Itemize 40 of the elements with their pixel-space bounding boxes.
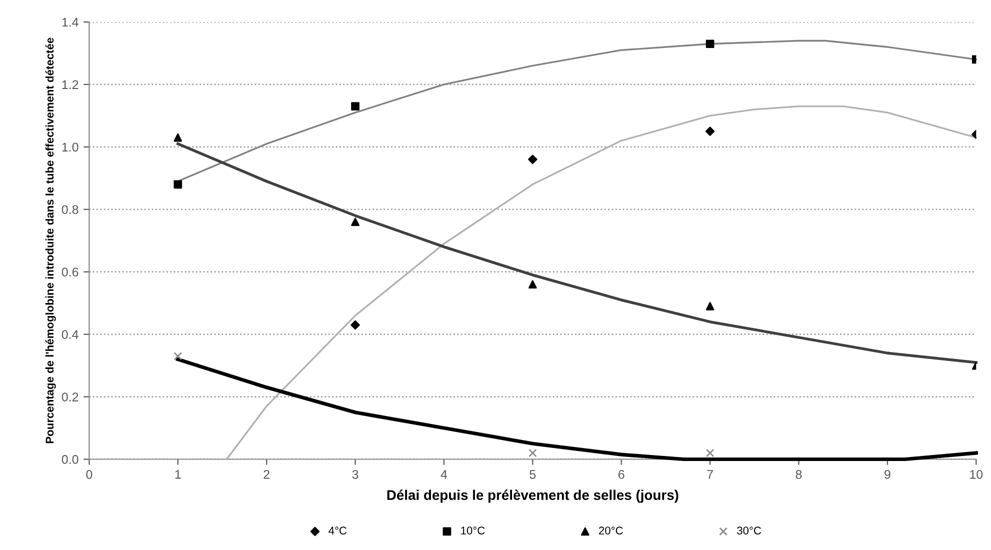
line-series: [226, 105, 977, 460]
point: [705, 126, 715, 136]
x-tick-label: 0: [86, 470, 92, 479]
x-tick-label: 4: [440, 470, 448, 479]
y-tick-label: 0.6: [62, 268, 78, 277]
x-tick-label: 2: [264, 470, 270, 479]
point: [706, 40, 714, 48]
x-tick-label: 8: [796, 470, 802, 479]
x-tick-label: 3: [352, 470, 358, 479]
point: [528, 280, 537, 289]
point: [350, 320, 360, 330]
point: [528, 154, 538, 164]
point: [706, 302, 714, 310]
legend-label: 4°C: [328, 526, 347, 535]
point: [174, 352, 182, 360]
y-tick-label: 0.8: [62, 205, 78, 214]
x-tick-label: 6: [618, 470, 624, 479]
point: [351, 218, 360, 226]
legend-label: 30°C: [737, 526, 762, 535]
y-tick-label: 0.0: [62, 455, 78, 464]
y-tick-label: 1.0: [62, 142, 78, 152]
line-series: [176, 358, 978, 462]
x-tick-label: 10: [970, 470, 983, 479]
y-tick-label: 0.4: [62, 330, 78, 339]
x-tick-label: 1: [175, 470, 181, 479]
x-tick-label: 7: [707, 470, 713, 479]
point: [174, 180, 182, 189]
legend-label: 20°C: [599, 526, 623, 535]
point: [351, 102, 360, 110]
y-tick-label: 1.2: [62, 80, 78, 89]
x-tick-label: 5: [530, 470, 536, 479]
y-tick-label: 1.4: [62, 18, 78, 27]
point: [528, 448, 537, 458]
y-tick-label: 0.2: [62, 392, 78, 402]
point: [706, 448, 714, 458]
x-axis-title: Délai depuis le prélèvement de selles (jours): [387, 490, 678, 503]
x-tick-label: 9: [884, 470, 890, 479]
y-axis-title: Pourcentage de l'hémoglobine introduite dans le tube effectivement détectée: [45, 38, 56, 444]
point: [174, 133, 182, 142]
legend-label: 10°C: [461, 526, 485, 535]
